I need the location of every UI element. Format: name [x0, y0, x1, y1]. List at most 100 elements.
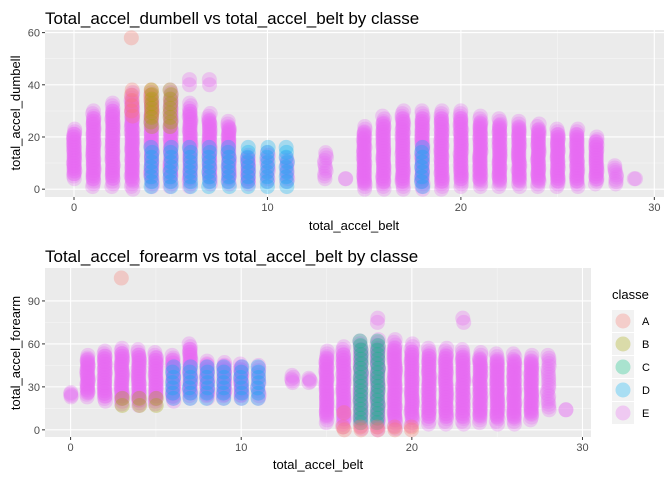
- data-point: [233, 388, 249, 404]
- data-point: [472, 408, 488, 424]
- data-point: [472, 389, 488, 405]
- data-point: [421, 362, 437, 378]
- data-point: [234, 385, 250, 401]
- data-point: [123, 119, 139, 135]
- data-point: [199, 356, 215, 372]
- data-point: [85, 170, 101, 186]
- data-point: [284, 367, 300, 383]
- data-point: [394, 111, 410, 127]
- data-point: [201, 155, 217, 171]
- data-point: [530, 143, 546, 159]
- data-point: [541, 356, 557, 372]
- data-point: [202, 176, 218, 192]
- data-point: [220, 174, 236, 190]
- data-point: [609, 169, 625, 185]
- data-point: [182, 138, 198, 154]
- data-point: [434, 173, 450, 189]
- data-point: [588, 139, 604, 155]
- data-point: [395, 116, 411, 132]
- data-point: [369, 387, 385, 403]
- data-point: [221, 134, 237, 150]
- data-point: [353, 399, 369, 415]
- data-point: [163, 169, 179, 185]
- data-point: [530, 149, 546, 165]
- data-point: [130, 344, 146, 360]
- data-point: [182, 149, 198, 165]
- data-point: [549, 150, 565, 166]
- data-point: [240, 158, 256, 174]
- data-point: [421, 375, 437, 391]
- data-point: [472, 397, 488, 413]
- data-point: [370, 383, 386, 399]
- data-point: [114, 346, 130, 362]
- data-point: [98, 356, 114, 372]
- chart-2-y-axis-title: total_accel_forearm: [8, 296, 23, 410]
- data-point: [143, 90, 159, 106]
- data-point: [353, 356, 369, 372]
- data-point: [420, 405, 436, 421]
- data-point: [221, 138, 237, 154]
- data-point: [105, 143, 121, 159]
- data-point: [319, 380, 335, 396]
- data-point: [453, 160, 469, 176]
- data-point: [588, 163, 604, 179]
- data-point: [395, 171, 411, 187]
- data-point: [104, 165, 120, 181]
- data-point: [439, 386, 455, 402]
- data-point: [143, 129, 159, 145]
- data-point: [490, 389, 506, 405]
- data-point: [143, 113, 159, 129]
- data-point: [201, 164, 217, 180]
- data-point: [352, 392, 368, 408]
- legend-key-bg: [612, 356, 634, 378]
- data-point: [124, 165, 140, 181]
- data-point: [131, 390, 147, 406]
- data-point: [376, 166, 392, 182]
- data-point: [143, 115, 159, 131]
- data-point: [370, 422, 386, 438]
- data-point: [511, 169, 527, 185]
- data-point: [202, 168, 218, 184]
- data-point: [370, 404, 386, 420]
- data-point: [201, 157, 217, 173]
- data-point: [357, 155, 373, 171]
- data-point: [472, 146, 488, 162]
- data-point: [131, 374, 147, 390]
- data-point: [523, 397, 539, 413]
- data-point: [182, 111, 198, 127]
- data-point: [113, 377, 129, 393]
- data-point: [472, 115, 488, 131]
- data-point: [421, 356, 437, 372]
- data-point: [370, 389, 386, 405]
- data-point: [433, 154, 449, 170]
- data-point: [221, 179, 237, 195]
- data-point: [144, 98, 160, 114]
- data-point: [355, 132, 371, 148]
- data-point: [588, 152, 604, 168]
- data-point: [166, 393, 182, 409]
- data-point: [404, 350, 420, 366]
- data-point: [454, 350, 470, 366]
- data-point: [375, 176, 391, 192]
- data-point: [200, 380, 216, 396]
- data-point: [166, 369, 182, 385]
- data-point: [202, 122, 218, 138]
- data-point: [369, 416, 385, 432]
- data-point: [455, 397, 471, 413]
- data-point: [201, 119, 217, 135]
- data-point: [438, 362, 454, 378]
- data-point: [569, 127, 585, 143]
- data-point: [550, 149, 566, 165]
- data-point: [369, 370, 385, 386]
- data-point: [114, 397, 130, 413]
- legend-key-bg: [612, 333, 634, 355]
- data-point: [370, 384, 386, 400]
- data-point: [541, 358, 557, 374]
- data-point: [472, 145, 488, 161]
- data-point: [216, 369, 232, 385]
- data-point: [260, 154, 276, 170]
- data-point: [386, 404, 402, 420]
- data-point: [148, 391, 164, 407]
- data-point: [144, 95, 160, 111]
- data-point: [147, 369, 163, 385]
